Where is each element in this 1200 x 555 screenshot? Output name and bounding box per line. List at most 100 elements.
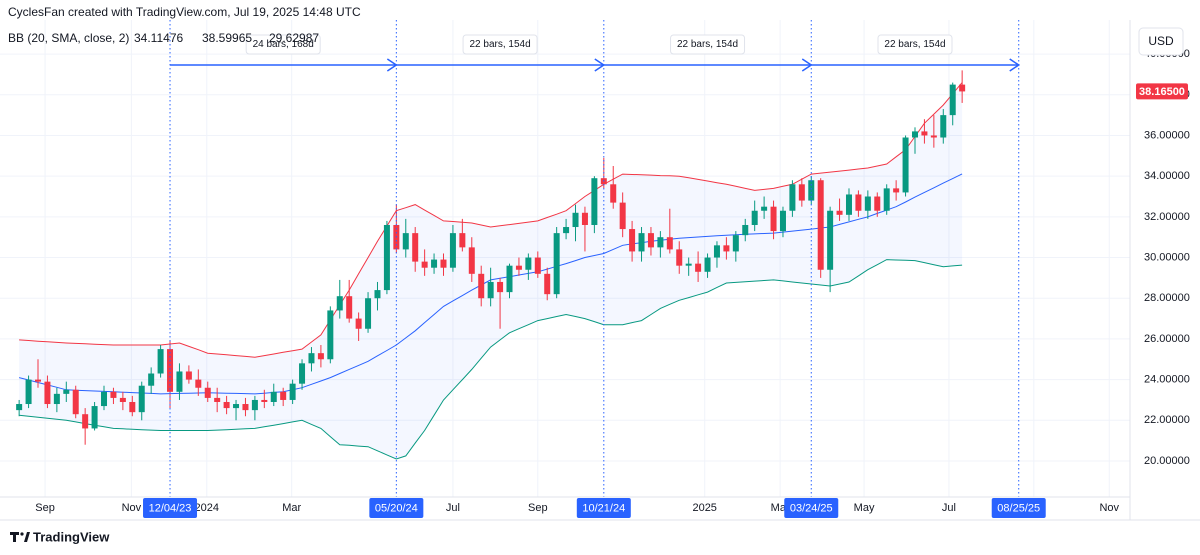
measure-label-box — [670, 34, 746, 55]
candle-body — [629, 229, 636, 252]
candle-body — [591, 178, 598, 225]
candle-body — [478, 273, 485, 299]
candle-body — [204, 387, 211, 398]
candle-body — [185, 371, 192, 380]
date-marker-label: 03/24/25 — [790, 502, 833, 514]
y-tick-label: 20.00000 — [1144, 455, 1190, 467]
candle-body — [685, 263, 692, 266]
logo-mark — [10, 532, 19, 542]
candle-body — [63, 389, 70, 394]
candle-body — [289, 383, 296, 400]
candle-body — [374, 290, 381, 299]
candle-body — [176, 371, 183, 392]
candle-body — [610, 184, 617, 203]
candle-body — [157, 349, 164, 374]
candle-body — [468, 247, 475, 274]
candle-body — [214, 397, 221, 402]
footer-brand: TradingView — [33, 529, 110, 544]
candle-body — [119, 397, 126, 402]
measure-label-box — [877, 34, 953, 55]
candle-body — [355, 318, 362, 329]
candle-body — [270, 391, 277, 402]
header-text: CyclesFan created with TradingView.com, … — [8, 5, 361, 19]
candle-body — [770, 206, 777, 232]
candle-body — [751, 210, 758, 225]
currency-label[interactable]: USD — [1148, 34, 1174, 48]
last-price-label: 38.16500 — [1139, 86, 1185, 98]
candle-body — [195, 379, 202, 388]
candle-body — [421, 261, 428, 268]
measure-label: 22 bars, 154d — [469, 39, 530, 50]
candle-body — [845, 194, 852, 215]
candle-body — [242, 404, 249, 411]
candle-body — [572, 212, 579, 228]
candle-body — [779, 210, 786, 232]
band-line — [19, 82, 963, 358]
x-tick-label: Sep — [35, 502, 55, 514]
candle-body — [723, 245, 730, 252]
candle-body — [676, 249, 683, 266]
candle-body — [930, 135, 937, 138]
y-tick-label: 32.00000 — [1144, 211, 1190, 223]
candle-body — [440, 259, 447, 268]
date-marker-label: 08/25/25 — [997, 502, 1040, 514]
candle-body — [638, 233, 645, 252]
candle-body — [911, 131, 918, 138]
candle-body — [864, 196, 871, 211]
date-marker-label: 05/20/24 — [375, 502, 418, 514]
candle-body — [902, 137, 909, 193]
x-tick-label: Mar — [282, 502, 301, 514]
date-marker-box — [576, 498, 631, 518]
candle-body — [619, 202, 626, 230]
candle-body — [365, 298, 372, 329]
candle-body — [233, 404, 240, 409]
candle-body — [883, 188, 890, 211]
candle-body — [82, 414, 89, 429]
candle-body — [506, 265, 513, 293]
candle-body — [789, 184, 796, 211]
candle-body — [148, 373, 155, 386]
overlay: 24 bars, 168d 22 bars, 154d 22 bars, 154d 2… — [169, 20, 1021, 497]
candle-body — [308, 353, 315, 364]
x-tick-label: 2024 — [195, 502, 219, 514]
candle-body — [317, 353, 324, 360]
candle-body — [53, 393, 60, 405]
candle-body — [35, 379, 42, 382]
y-tick-label: 30.00000 — [1144, 251, 1190, 263]
candle-body — [647, 233, 654, 248]
candle-body — [742, 224, 749, 236]
footer-logo — [10, 532, 30, 542]
y-tick-label: 28.00000 — [1144, 292, 1190, 304]
candle-body — [732, 235, 739, 252]
axes: 20.00000 22.00000 24.00000 26.00000 28.00000… — [35, 48, 1190, 518]
candle-body — [223, 401, 230, 409]
candle-body — [525, 257, 532, 270]
candle-body — [487, 281, 494, 299]
arrow-head — [801, 58, 813, 72]
x-tick-label: Nov — [1099, 502, 1119, 514]
candle-body — [761, 206, 768, 211]
candle-body — [874, 196, 881, 211]
candle-body — [327, 310, 334, 360]
legend-title: BB (20, SMA, close, 2) — [8, 31, 129, 45]
candle-body — [695, 263, 702, 272]
logo-mark — [24, 532, 30, 542]
y-tick-label: 26.00000 — [1144, 333, 1190, 345]
date-marker-box — [369, 498, 424, 518]
legend-basis-value: 34.11476 — [134, 31, 183, 45]
candle-body — [855, 194, 862, 211]
currency-button[interactable] — [1138, 27, 1184, 56]
candle-body — [949, 84, 956, 116]
candle-body — [101, 391, 108, 407]
x-tick-label: 2025 — [692, 502, 716, 514]
date-marker-label: 12/04/23 — [149, 502, 192, 514]
candle-body — [704, 257, 711, 272]
candle-body — [581, 212, 588, 225]
candle-body — [497, 281, 504, 293]
plot-area — [16, 70, 966, 460]
candle-body — [666, 237, 673, 250]
measure-label: 24 bars, 168d — [253, 39, 314, 50]
measure-label: 22 bars, 154d — [884, 39, 945, 50]
